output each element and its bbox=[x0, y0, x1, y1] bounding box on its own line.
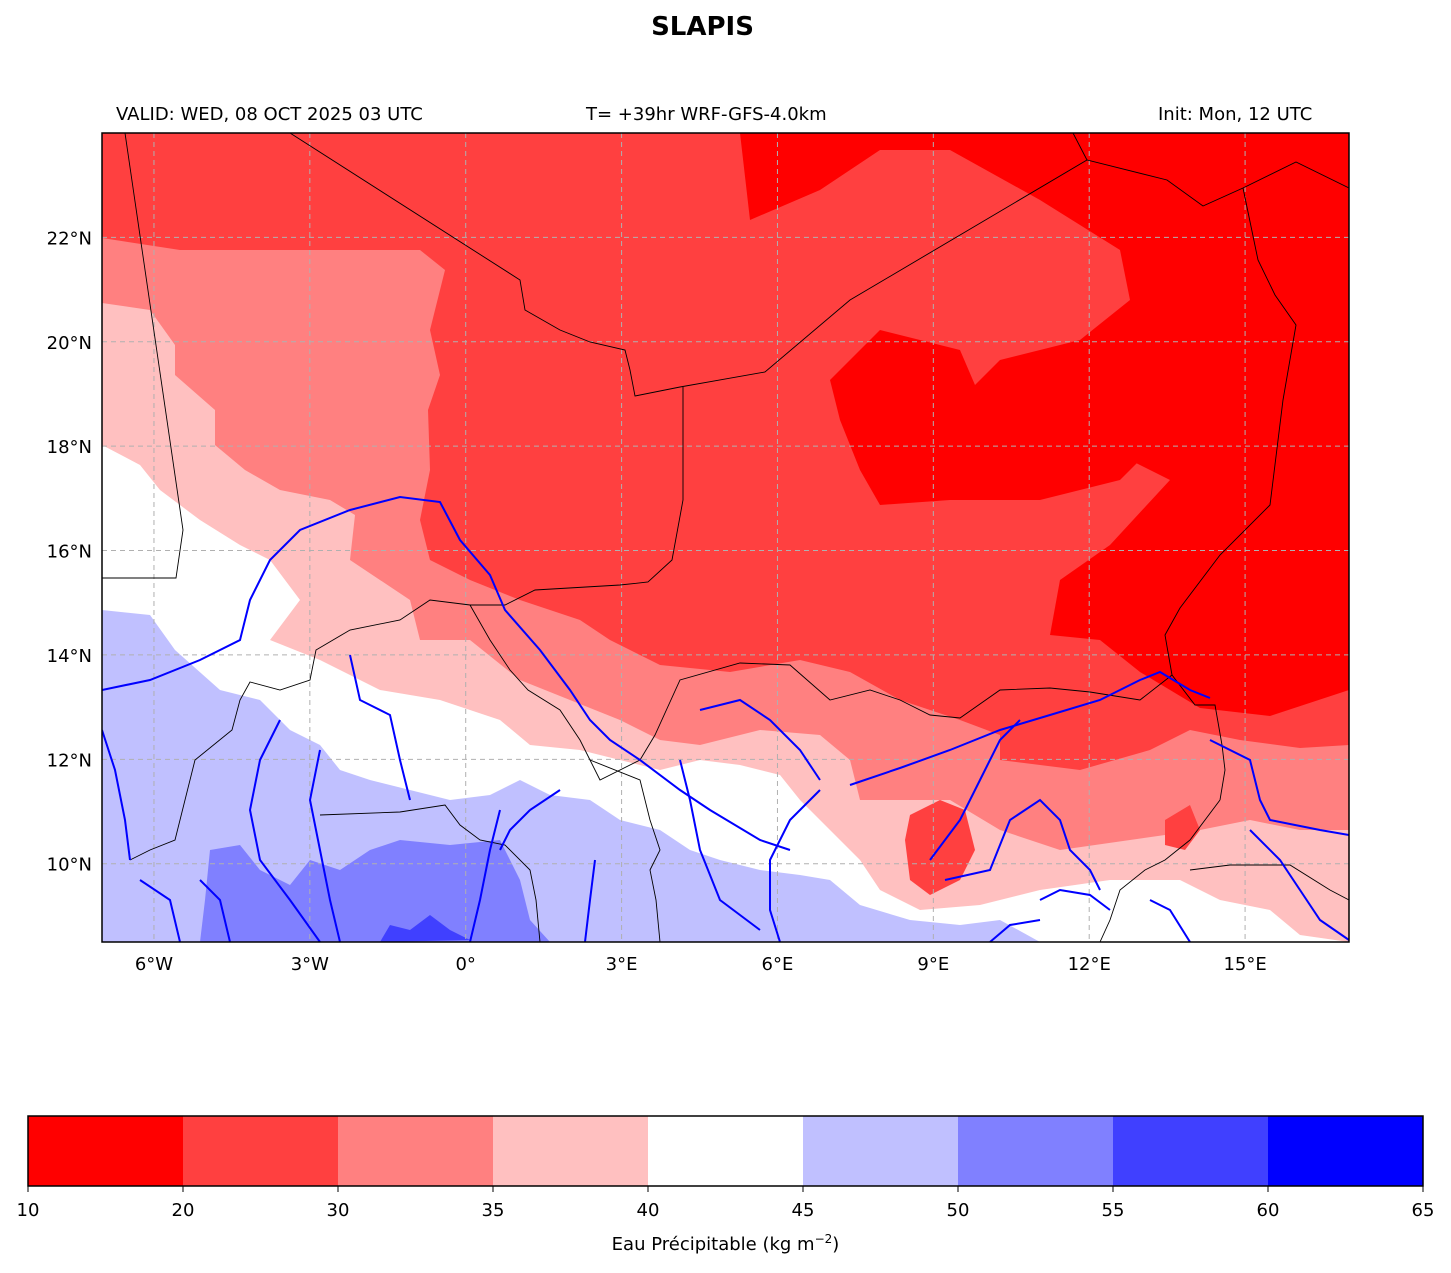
lat-tick-label: 12°N bbox=[47, 750, 92, 771]
field-region-55-60 bbox=[380, 915, 470, 942]
colorbar-tick-label: 30 bbox=[327, 1200, 350, 1221]
mono-river bbox=[584, 859, 596, 942]
volta-east bbox=[499, 789, 561, 851]
colorbar-segment bbox=[803, 1116, 959, 1186]
volta-tributary bbox=[308, 749, 341, 942]
bandama-river bbox=[199, 879, 231, 942]
lon-tick-label: 3°W bbox=[291, 954, 329, 975]
chart-title: SLAPIS bbox=[651, 12, 754, 42]
lat-tick-label: 22°N bbox=[47, 228, 92, 249]
border-ghana-togo bbox=[319, 804, 541, 942]
map-frame bbox=[101, 132, 1350, 943]
lon-tick-label: 15°E bbox=[1223, 954, 1266, 975]
init-time-label: Init: Mon, 12 UTC bbox=[1158, 104, 1313, 125]
colorbar-label-main: Eau Précipitable (kg m bbox=[611, 1234, 815, 1255]
colorbar-segment bbox=[958, 1116, 1114, 1186]
border-libya-west bbox=[1072, 133, 1088, 161]
cross-river bbox=[989, 919, 1041, 942]
white-volta-north bbox=[349, 654, 411, 801]
colorbar-segment bbox=[28, 1116, 184, 1186]
lon-tick-label: 9°E bbox=[917, 954, 949, 975]
colorbar-tick-label: 60 bbox=[1257, 1200, 1280, 1221]
logone-river bbox=[1249, 829, 1349, 941]
border-car bbox=[1189, 864, 1349, 901]
oti-river bbox=[469, 809, 501, 942]
border-cameroon bbox=[1099, 799, 1221, 942]
colorbar-segment bbox=[648, 1116, 804, 1186]
colorbar-label-exponent: −2 bbox=[814, 1232, 833, 1246]
lon-tick-label: 6°W bbox=[135, 954, 173, 975]
lon-tick-label: 3°E bbox=[606, 954, 638, 975]
field-region-45-50 bbox=[102, 610, 1040, 942]
border-mauritania bbox=[102, 133, 184, 579]
country-borders bbox=[102, 133, 1349, 942]
lon-tick-label: 12°E bbox=[1068, 954, 1111, 975]
mbam-river bbox=[1149, 899, 1191, 942]
lat-tick-label: 16°N bbox=[47, 542, 92, 563]
niger-lower bbox=[679, 759, 761, 931]
sokoto-river bbox=[699, 698, 821, 781]
valid-time-label: VALID: WED, 08 OCT 2025 03 UTC bbox=[116, 104, 423, 125]
forecast-run-label: T= +39hr WRF-GFS-4.0km bbox=[586, 104, 827, 125]
colorbar-tick-label: 65 bbox=[1412, 1200, 1435, 1221]
longitude-ticks: 6°W 3°W 0° 3°E 6°E 9°E 12°E 15°E bbox=[135, 954, 1267, 975]
field-region-50-55 bbox=[200, 840, 550, 942]
comoe-river bbox=[139, 879, 181, 942]
benue-river bbox=[944, 798, 1101, 891]
colorbar-tick-label: 45 bbox=[792, 1200, 815, 1221]
kaduna-river bbox=[929, 719, 1021, 861]
lat-tick-label: 14°N bbox=[47, 646, 92, 667]
border-benin bbox=[589, 759, 661, 942]
field-region-10-20-northeast bbox=[740, 133, 1349, 716]
colorbar-tick-label: 35 bbox=[482, 1200, 505, 1221]
colorbar: 10 20 30 35 40 45 50 55 60 65 bbox=[17, 1115, 1435, 1221]
colorbar-tick-label: 55 bbox=[1102, 1200, 1125, 1221]
colorbar-label-end: ) bbox=[832, 1234, 840, 1255]
sanaga-tributary bbox=[1039, 888, 1111, 911]
black-volta bbox=[248, 719, 321, 942]
komadugu-river bbox=[849, 670, 1211, 786]
colorbar-segment bbox=[493, 1116, 649, 1186]
colorbar-tick-label: 50 bbox=[947, 1200, 970, 1221]
border-niger-south bbox=[469, 604, 1226, 801]
chari-river bbox=[1209, 739, 1349, 836]
colorbar-label: Eau Précipitable (kg m−2) bbox=[28, 1232, 1423, 1255]
colorbar-segment bbox=[1268, 1116, 1424, 1186]
lat-tick-label: 18°N bbox=[47, 437, 92, 458]
lat-tick-label: 10°N bbox=[47, 855, 92, 876]
benue-tributary bbox=[769, 789, 821, 942]
lat-tick-label: 20°N bbox=[47, 333, 92, 354]
niger-river bbox=[102, 495, 791, 851]
lon-tick-label: 6°E bbox=[762, 954, 794, 975]
field-region-10-20-central bbox=[830, 330, 1150, 505]
map-plot-area bbox=[102, 133, 1349, 942]
colorbar-tick-label: 20 bbox=[172, 1200, 195, 1221]
border-chad-niger bbox=[1164, 187, 1297, 676]
latitude-ticks: 10°N 12°N 14°N 16°N 18°N 20°N 22°N bbox=[47, 228, 92, 875]
border-algeria bbox=[289, 133, 1349, 397]
colorbar-segment bbox=[183, 1116, 339, 1186]
colorbar-tick-label: 40 bbox=[637, 1200, 660, 1221]
rivers bbox=[102, 495, 1349, 942]
colorbar-segment bbox=[1113, 1116, 1269, 1186]
colorbar-tick-label: 10 bbox=[17, 1200, 40, 1221]
gridlines bbox=[102, 133, 1349, 942]
colorbar-segment bbox=[338, 1116, 494, 1186]
lon-tick-label: 0° bbox=[455, 954, 475, 975]
senegal-tributary bbox=[102, 729, 131, 861]
colorbar-frame bbox=[27, 1115, 1424, 1187]
border-mali-south bbox=[129, 387, 684, 861]
